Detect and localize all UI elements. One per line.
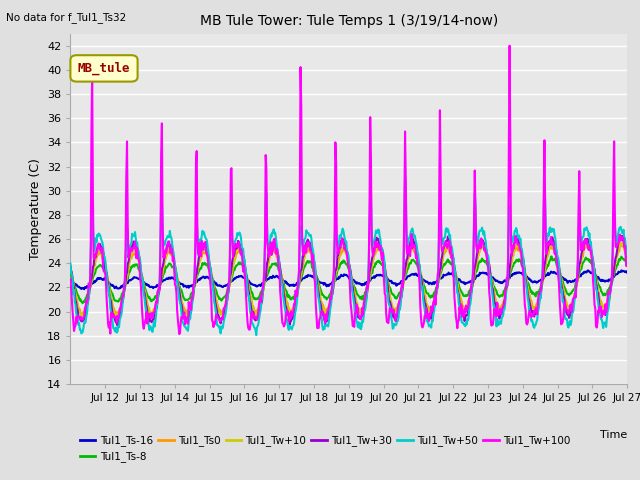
Tul1_Ts-8	[623, 262, 631, 267]
Y-axis label: Temperature (C): Temperature (C)	[29, 158, 42, 260]
Tul1_Tw+10	[407, 245, 415, 251]
Tul1_Tw+30	[262, 267, 270, 273]
Line: Tul1_Tw+30: Tul1_Tw+30	[70, 236, 627, 326]
Tul1_Tw+10	[438, 256, 446, 262]
Tul1_Ts0	[67, 265, 74, 271]
Tul1_Tw+10	[235, 245, 243, 251]
Tul1_Tw+30	[114, 323, 122, 329]
Tul1_Tw+10	[132, 251, 140, 256]
Tul1_Tw+100	[67, 276, 74, 282]
Tul1_Ts-16	[235, 273, 243, 279]
Tul1_Tw+30	[623, 254, 631, 260]
Tul1_Tw+50	[401, 172, 409, 178]
Tul1_Ts-8	[79, 300, 86, 306]
Tul1_Tw+50	[234, 232, 242, 238]
Tul1_Tw+100	[623, 261, 631, 267]
Tul1_Tw+50	[623, 252, 631, 258]
Tul1_Tw+10	[67, 264, 74, 270]
Tul1_Ts0	[81, 312, 88, 318]
Tul1_Tw+50	[284, 320, 291, 326]
Tul1_Ts0	[407, 247, 415, 252]
Tul1_Tw+30	[618, 233, 626, 239]
Tul1_Ts-8	[67, 271, 74, 277]
Tul1_Ts-16	[81, 287, 88, 292]
Text: No data for f_Tul1_Ts32: No data for f_Tul1_Ts32	[6, 12, 127, 23]
Tul1_Tw+50	[67, 261, 74, 266]
Tul1_Tw+30	[407, 237, 415, 243]
Line: Tul1_Ts-16: Tul1_Ts-16	[70, 270, 627, 289]
Tul1_Ts0	[438, 259, 446, 265]
Tul1_Tw+100	[262, 167, 270, 173]
Tul1_Tw+100	[235, 239, 243, 244]
Tul1_Tw+100	[175, 331, 183, 337]
Tul1_Tw+10	[113, 314, 121, 320]
Tul1_Tw+10	[284, 303, 291, 309]
Tul1_Ts0	[262, 270, 270, 276]
Tul1_Ts0	[618, 241, 625, 247]
Tul1_Tw+10	[549, 240, 557, 245]
Tul1_Tw+100	[506, 43, 513, 48]
Tul1_Ts-8	[407, 261, 415, 266]
Tul1_Ts-8	[262, 274, 270, 279]
Tul1_Tw+30	[67, 263, 74, 269]
Tul1_Tw+30	[132, 244, 140, 250]
Tul1_Tw+100	[132, 245, 140, 251]
Tul1_Tw+50	[439, 241, 447, 247]
Legend: Tul1_Ts-16, Tul1_Ts-8, Tul1_Ts0, Tul1_Tw+10, Tul1_Tw+30, Tul1_Tw+50, Tul1_Tw+100: Tul1_Ts-16, Tul1_Ts-8, Tul1_Ts0, Tul1_Tw…	[76, 431, 575, 467]
Tul1_Tw+50	[252, 332, 260, 338]
Tul1_Tw+30	[284, 310, 291, 315]
Tul1_Ts-16	[67, 276, 74, 282]
Tul1_Tw+100	[407, 240, 415, 245]
Tul1_Ts-8	[548, 253, 556, 259]
Text: MB_tule: MB_tule	[77, 62, 131, 75]
Tul1_Ts-16	[623, 270, 631, 276]
Line: Tul1_Ts0: Tul1_Ts0	[70, 244, 627, 315]
Tul1_Ts0	[235, 248, 243, 254]
Line: Tul1_Tw+10: Tul1_Tw+10	[70, 242, 627, 317]
Line: Tul1_Ts-8: Tul1_Ts-8	[70, 256, 627, 303]
Line: Tul1_Tw+100: Tul1_Tw+100	[70, 46, 627, 334]
Tul1_Tw+50	[262, 191, 270, 196]
Tul1_Ts-16	[407, 272, 415, 278]
Tul1_Ts-16	[438, 275, 446, 280]
Tul1_Tw+50	[408, 227, 415, 233]
Tul1_Ts0	[623, 255, 631, 261]
Tul1_Tw+100	[438, 248, 446, 254]
Tul1_Tw+10	[623, 255, 631, 261]
Tul1_Ts-8	[284, 294, 291, 300]
Tul1_Ts0	[284, 300, 291, 306]
Tul1_Tw+100	[284, 308, 291, 313]
Title: MB Tule Tower: Tule Temps 1 (3/19/14-now): MB Tule Tower: Tule Temps 1 (3/19/14-now…	[200, 14, 498, 28]
Line: Tul1_Tw+50: Tul1_Tw+50	[70, 175, 627, 335]
Tul1_Ts-16	[262, 278, 270, 284]
Tul1_Ts-16	[584, 267, 592, 273]
Tul1_Ts0	[132, 252, 140, 257]
Tul1_Tw+50	[132, 235, 140, 241]
Tul1_Ts-8	[438, 266, 446, 272]
Text: Time: Time	[600, 430, 627, 440]
Tul1_Ts-8	[235, 260, 243, 265]
Tul1_Tw+10	[262, 269, 270, 275]
Tul1_Tw+30	[235, 243, 243, 249]
Tul1_Ts-16	[132, 275, 140, 280]
Tul1_Ts-16	[284, 281, 291, 287]
Tul1_Tw+30	[438, 254, 446, 260]
Tul1_Ts-8	[132, 262, 140, 267]
